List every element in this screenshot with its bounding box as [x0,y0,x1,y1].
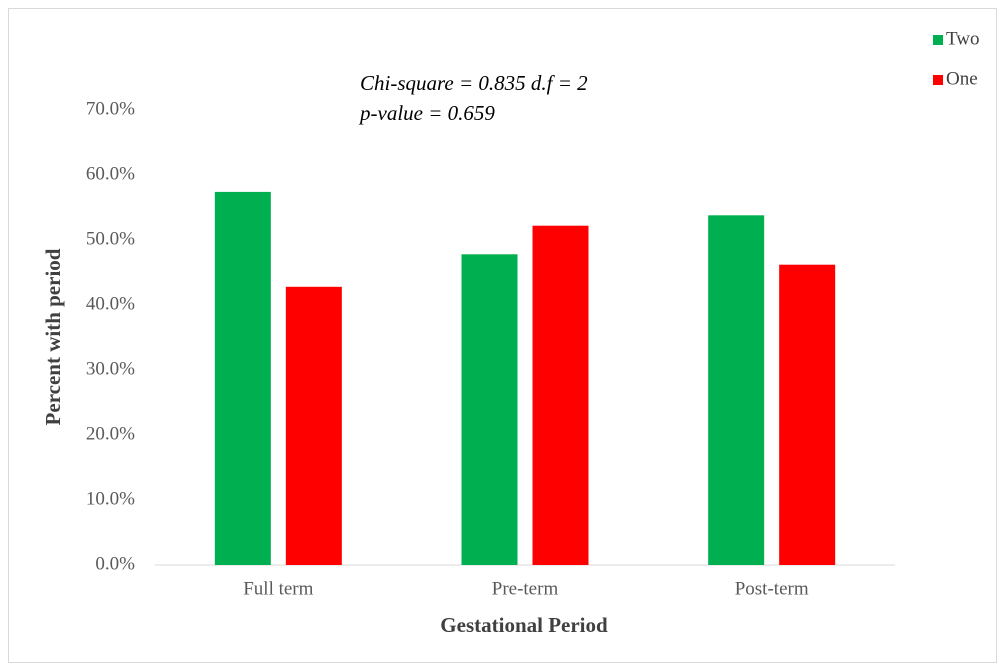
y-tick-label: 70.0% [86,98,135,119]
bar [285,286,342,565]
bar [532,225,589,565]
bar [214,191,271,565]
x-tick-label: Post-term [735,578,809,599]
y-tick-label: 50.0% [86,228,135,249]
x-axis-label: Gestational Period [440,613,608,637]
legend-swatch [933,75,943,85]
y-axis-label: Percent with period [41,248,65,425]
y-tick-label: 10.0% [86,488,135,509]
bar [461,254,518,566]
legend-label: Two [946,28,980,49]
annotation: Chi-square = 0.835 d.f = 2 [360,71,588,95]
x-tick-label: Pre-term [492,578,559,599]
annotation: p-value = 0.659 [358,101,495,125]
y-tick-label: 40.0% [86,293,135,314]
y-tick-label: 0.0% [95,553,135,574]
legend-label: One [946,68,978,89]
legend-swatch [933,35,943,45]
x-tick-label: Full term [243,578,313,599]
y-tick-label: 30.0% [86,358,135,379]
bar [708,215,765,566]
y-tick-label: 20.0% [86,423,135,444]
bar [779,264,836,565]
y-tick-label: 60.0% [86,163,135,184]
